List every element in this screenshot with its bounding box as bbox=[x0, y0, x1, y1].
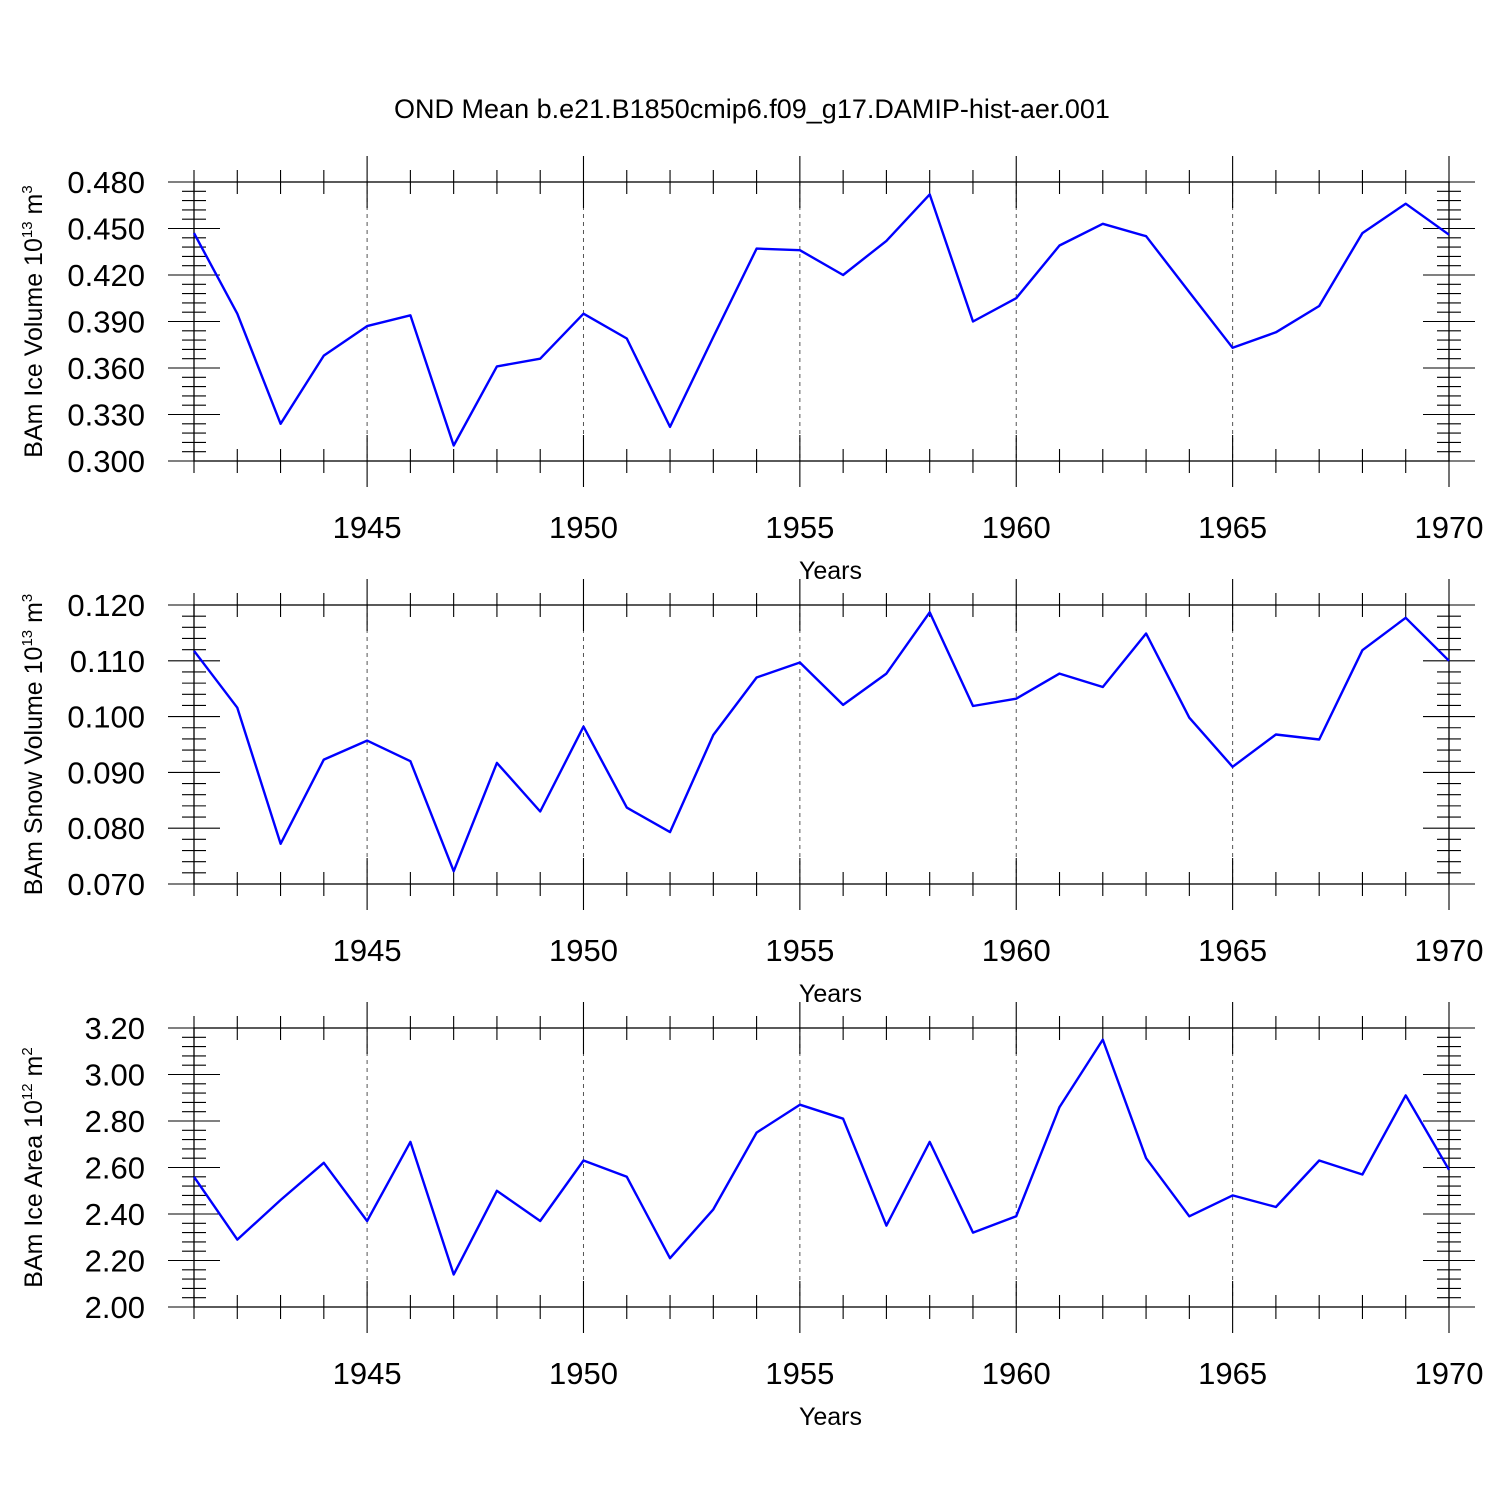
y-label-text: BAm Snow Volume 10 bbox=[20, 647, 48, 896]
y-tick-label: 0.090 bbox=[67, 755, 145, 790]
y-tick-label: 0.110 bbox=[70, 644, 145, 679]
y-label-unit: m bbox=[20, 194, 48, 222]
y-label-exponent: 13 bbox=[19, 630, 36, 647]
x-tick-label: 1945 bbox=[333, 933, 402, 968]
plot-frame bbox=[193, 1027, 1450, 1308]
x-axis-label: Years bbox=[799, 980, 862, 1008]
y-label-text: BAm Ice Volume 10 bbox=[20, 238, 48, 458]
y-tick-label: 0.080 bbox=[67, 811, 145, 846]
x-tick-label: 1960 bbox=[982, 933, 1051, 968]
y-label-exponent: 13 bbox=[19, 221, 36, 238]
y-label-unit-exponent: 2 bbox=[19, 1047, 36, 1055]
panel-3: 1945 1950 1955 1960 1965 1970 Years 2.00 2.20 2.4… bbox=[19, 1002, 1483, 1431]
y-tick-label: 0.300 bbox=[67, 444, 145, 479]
y-label-unit-exponent: 3 bbox=[19, 185, 36, 193]
y-tick-label: 2.00 bbox=[85, 1290, 145, 1325]
x-tick-label: 1965 bbox=[1198, 1356, 1267, 1391]
y-label-exponent: 12 bbox=[19, 1083, 36, 1100]
plot-frame bbox=[193, 604, 1450, 885]
y-label-unit: m bbox=[20, 1056, 48, 1084]
y-tick-label: 2.80 bbox=[85, 1104, 145, 1139]
x-tick-label: 1955 bbox=[765, 510, 834, 545]
y-tick-label: 2.20 bbox=[85, 1244, 145, 1279]
y-label-unit: m bbox=[20, 602, 48, 630]
x-axis-label: Years bbox=[799, 557, 862, 585]
x-tick-label: 1970 bbox=[1415, 933, 1484, 968]
x-tick-label: 1955 bbox=[765, 933, 834, 968]
x-tick-label: 1970 bbox=[1415, 510, 1484, 545]
y-tick-label: 0.100 bbox=[67, 700, 145, 735]
y-tick-label: 0.450 bbox=[67, 212, 145, 247]
y-axis-label: BAm Snow Volume 1013 m3 bbox=[19, 594, 48, 896]
series-line bbox=[192, 193, 1450, 447]
y-tick-label: 0.330 bbox=[67, 398, 145, 433]
x-tick-label: 1960 bbox=[982, 1356, 1051, 1391]
x-axis-label: Years bbox=[799, 1403, 862, 1431]
y-tick-label: 0.070 bbox=[67, 867, 145, 902]
y-tick-label: 0.120 bbox=[67, 588, 145, 623]
x-tick-label: 1955 bbox=[765, 1356, 834, 1391]
y-tick-label: 2.60 bbox=[85, 1151, 145, 1186]
x-tick-label: 1970 bbox=[1415, 1356, 1484, 1391]
y-label-unit-exponent: 3 bbox=[19, 594, 36, 602]
y-tick-label: 0.480 bbox=[67, 165, 145, 200]
x-tick-label: 1965 bbox=[1198, 510, 1267, 545]
x-tick-label: 1965 bbox=[1198, 933, 1267, 968]
x-tick-label: 1950 bbox=[549, 933, 618, 968]
x-tick-label: 1960 bbox=[982, 510, 1051, 545]
y-axis-label: BAm Ice Volume 1013 m3 bbox=[19, 185, 48, 457]
y-label-text: BAm Ice Area 10 bbox=[20, 1100, 48, 1288]
y-tick-label: 0.420 bbox=[67, 258, 145, 293]
y-tick-label: 0.390 bbox=[67, 305, 145, 340]
x-tick-label: 1945 bbox=[333, 1356, 402, 1391]
x-tick-label: 1950 bbox=[549, 1356, 618, 1391]
figure-title: OND Mean b.e21.B1850cmip6.f09_g17.DAMIP-… bbox=[394, 94, 1110, 124]
y-tick-label: 3.00 bbox=[85, 1058, 145, 1093]
panel-2: 1945 1950 1955 1960 1965 1970 Years 0.070 0.080 0… bbox=[19, 579, 1483, 1008]
series-line bbox=[193, 611, 1450, 873]
y-tick-label: 3.20 bbox=[85, 1011, 145, 1046]
series-line bbox=[193, 1038, 1451, 1276]
y-tick-label: 2.40 bbox=[85, 1197, 145, 1232]
y-axis-label: BAm Ice Area 1012 m2 bbox=[19, 1047, 48, 1287]
x-tick-label: 1950 bbox=[549, 510, 618, 545]
y-tick-label: 0.360 bbox=[67, 351, 145, 386]
x-tick-label: 1945 bbox=[333, 510, 402, 545]
panel-1: 1945 1950 1955 1960 1965 1970 Years 0.300 0.330 0… bbox=[19, 156, 1483, 585]
